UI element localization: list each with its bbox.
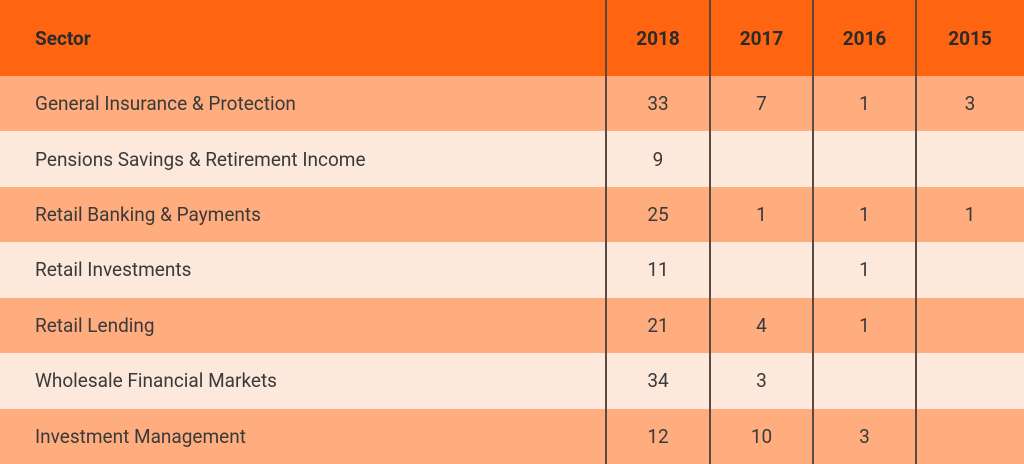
value-cell: 12 — [647, 424, 669, 448]
value-cell: 1 — [859, 258, 870, 282]
value-cell: 11 — [647, 258, 669, 282]
value-cell: 34 — [647, 369, 669, 393]
value-cell: 33 — [647, 92, 669, 116]
sector-cell: Wholesale Financial Markets — [35, 369, 277, 393]
value-cell: 3 — [964, 92, 976, 116]
value-cell: 10 — [750, 424, 773, 448]
sector-cell: Retail Banking & Payments — [35, 203, 261, 227]
table-row: General Insurance & Protection 33 7 1 3 — [0, 76, 1024, 132]
table-row: Retail Banking & Payments 25 1 1 1 — [0, 186, 1024, 243]
sector-cell: Pensions Savings & Retirement Income — [35, 147, 366, 171]
sector-cell: Retail Investments — [35, 258, 192, 282]
value-cell: 4 — [756, 313, 767, 337]
table-row: Investment Management 12 10 3 — [0, 408, 1024, 464]
value-cell: 1 — [859, 313, 870, 337]
column-divider — [915, 0, 917, 464]
value-cell: 1 — [756, 203, 767, 227]
table-row: Retail Investments 11 1 — [0, 242, 1024, 298]
value-cell: 2017 — [739, 26, 784, 50]
table-row: Retail Lending 21 4 1 — [0, 297, 1024, 354]
table-row: Wholesale Financial Markets 34 3 — [0, 353, 1024, 409]
sector-cell: General Insurance & Protection — [35, 92, 296, 116]
value-cell: 21 — [647, 313, 669, 337]
value-cell: 2018 — [636, 26, 680, 50]
sector-cell: Investment Management — [35, 424, 246, 448]
value-cell: 1 — [859, 92, 870, 116]
value-cell: 2016 — [842, 26, 887, 50]
column-divider — [709, 0, 711, 464]
header-row: Sector 2018 2017 2016 2015 — [0, 0, 1024, 76]
value-cell: 3 — [859, 424, 870, 448]
value-cell: 25 — [647, 203, 669, 227]
value-cell: 3 — [756, 369, 767, 393]
sector-cell: Retail Lending — [35, 313, 155, 337]
value-cell: 7 — [756, 92, 767, 116]
column-divider — [605, 0, 607, 464]
sector-cell: Sector — [35, 26, 91, 50]
table-row: Pensions Savings & Retirement Income 9 — [0, 131, 1024, 187]
value-cell: 2015 — [948, 26, 992, 50]
column-divider — [812, 0, 814, 464]
value-cell: 9 — [652, 147, 664, 171]
value-cell: 1 — [859, 203, 870, 227]
value-cell: 1 — [964, 203, 976, 227]
